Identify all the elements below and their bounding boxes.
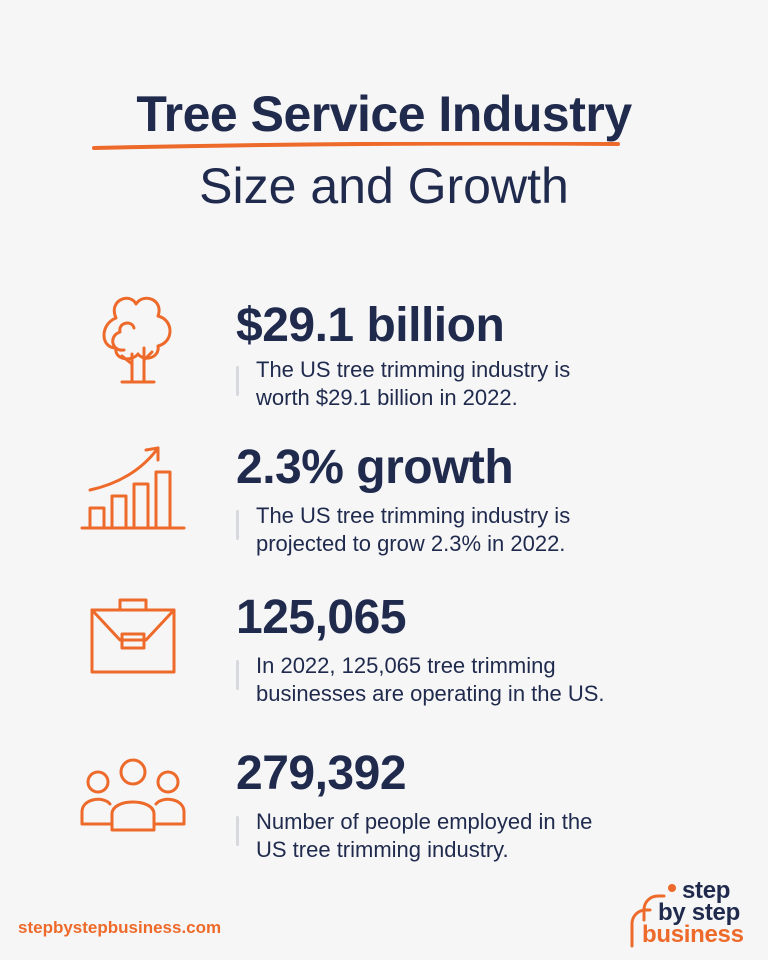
stat-headline: 279,392 [236, 747, 407, 800]
stat-employees: 279,392 Number of people employed in the… [0, 744, 768, 894]
stat-description-line2: businesses are operating in the US. [256, 681, 605, 706]
stat-businesses: 125,065 In 2022, 125,065 tree trimming b… [0, 588, 768, 738]
people-icon [78, 758, 188, 858]
stat-divider [236, 366, 239, 396]
growth-chart-icon [78, 438, 188, 538]
stat-description-line2: US tree trimming industry. [256, 837, 509, 862]
stat-description: The US tree trimming industry is worth $… [256, 356, 570, 412]
stat-growth: 2.3% growth The US tree trimming industr… [0, 438, 768, 588]
stat-divider [236, 816, 239, 846]
stat-description-line2: worth $29.1 billion in 2022. [256, 385, 518, 410]
brand-logo: step by step business [628, 877, 748, 950]
stat-description: In 2022, 125,065 tree trimming businesse… [256, 652, 605, 708]
stat-description-line1: Number of people employed in the [256, 809, 593, 834]
page-title: Tree Service Industry [136, 86, 632, 142]
logo-word-step: step [682, 877, 731, 904]
stat-divider [236, 660, 239, 690]
stat-description-line2: projected to grow 2.3% in 2022. [256, 531, 566, 556]
title-block: Tree Service Industry Size and Growth [0, 84, 768, 216]
stat-description: The US tree trimming industry is project… [256, 502, 570, 558]
logo-word-business: business [642, 921, 744, 948]
stat-industry-value: $29.1 billion The US tree trimming indus… [0, 290, 768, 440]
tree-icon [78, 290, 188, 390]
briefcase-icon [78, 592, 188, 692]
stat-divider [236, 510, 239, 540]
page-subtitle: Size and Growth [199, 158, 569, 214]
stat-headline: 2.3% growth [236, 441, 514, 494]
stat-description: Number of people employed in the US tree… [256, 808, 592, 864]
website-link[interactable]: stepbystepbusiness.com [18, 918, 222, 937]
stat-description-line1: In 2022, 125,065 tree trimming [256, 653, 556, 678]
stat-description-line1: The US tree trimming industry is [256, 357, 571, 382]
stat-headline: $29.1 billion [236, 299, 505, 352]
stat-headline: 125,065 [236, 591, 407, 644]
title-underline [92, 142, 620, 150]
stat-description-line1: The US tree trimming industry is [256, 503, 571, 528]
logo-word-by-step: by step [658, 899, 740, 926]
